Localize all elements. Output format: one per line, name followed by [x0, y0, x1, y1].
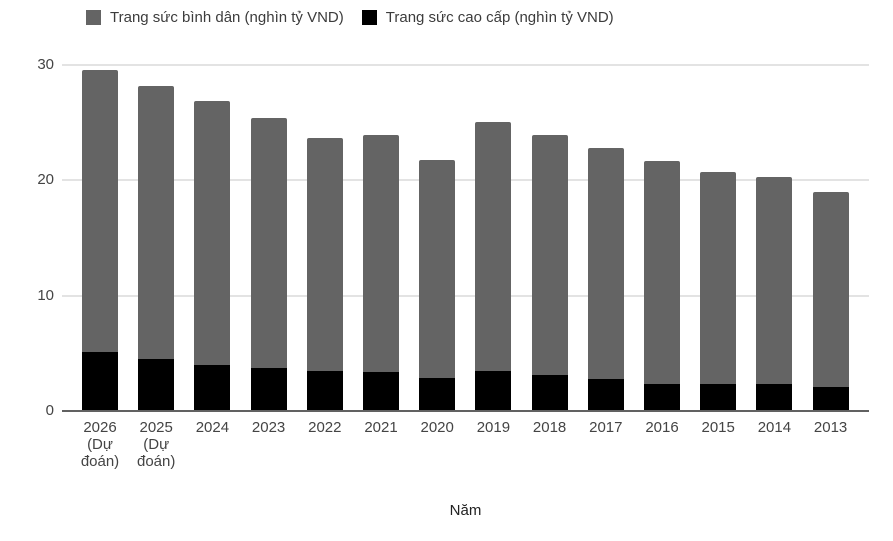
bar-segment [475, 370, 512, 411]
x-tick-label: 2021 [364, 419, 398, 436]
legend-swatch-icon [361, 10, 377, 25]
bar-segment [812, 191, 849, 387]
bar-segment [363, 371, 399, 411]
y-tick-label: 10 [37, 286, 54, 304]
x-tick-label: 2018 [532, 419, 567, 436]
bar-segment [306, 137, 343, 371]
bar-segment [531, 375, 568, 411]
bar-segment [812, 386, 849, 411]
bar-segment [138, 85, 175, 360]
legend-label: Trang sức cao cấp (nghìn tỷ VND) [385, 9, 614, 26]
bar-segment [250, 118, 287, 369]
bar-segment [531, 135, 568, 376]
bar-segment [419, 377, 456, 411]
x-tick-label: 2014 [757, 419, 792, 436]
x-axis-title: Năm [449, 502, 482, 519]
gridline-10 [62, 294, 869, 297]
x-tick-label: 2022 [308, 419, 342, 436]
bar-segment [587, 148, 624, 379]
x-tick-label: 2017 [589, 419, 623, 436]
legend-label: Trang sức bình dân (nghìn tỷ VND) [110, 9, 344, 26]
bar-segment [82, 69, 118, 353]
bar-segment [756, 384, 793, 411]
bar-segment [250, 368, 287, 411]
legend-item: Trang sức cao cấp (nghìn tỷ VND) [361, 9, 614, 26]
bar-segment [587, 378, 624, 411]
bar-segment [644, 384, 680, 411]
x-tick-label: 2025 (Dự đoán) [137, 419, 176, 470]
legend-item: Trang sức bình dân (nghìn tỷ VND) [86, 9, 344, 26]
bar-segment [194, 364, 231, 411]
bar-segment [363, 135, 399, 372]
y-tick-label: 30 [37, 56, 54, 73]
x-tick-label: 2024 [195, 419, 230, 436]
x-tick-label: 2013 [813, 419, 848, 436]
bar-segment [82, 352, 118, 411]
legend-swatch-icon [86, 10, 101, 25]
gridline-30 [62, 64, 869, 66]
x-tick-label: 2023 [251, 419, 286, 436]
bar-segment [756, 176, 793, 385]
bar-segment [700, 384, 737, 411]
gridline-20 [62, 179, 869, 182]
x-tick-label: 2019 [476, 419, 511, 436]
x-axis-line [62, 410, 869, 412]
x-tick-label: 2020 [420, 419, 454, 436]
bar-segment [194, 100, 231, 365]
bar-segment [700, 172, 737, 385]
bar-segment [419, 159, 456, 378]
y-tick-label: 0 [45, 402, 54, 419]
bar-segment [138, 359, 175, 411]
legend: Trang sức bình dân (nghìn tỷ VND) Trang s… [86, 9, 614, 26]
x-tick-label: 2026 (Dự đoán) [80, 419, 120, 470]
x-tick-label: 2016 [645, 419, 679, 436]
x-tick-label: 2015 [701, 419, 735, 436]
bar-segment [475, 121, 512, 371]
bar-segment [306, 370, 343, 411]
y-tick-label: 20 [37, 171, 54, 189]
bar-segment [644, 160, 680, 385]
